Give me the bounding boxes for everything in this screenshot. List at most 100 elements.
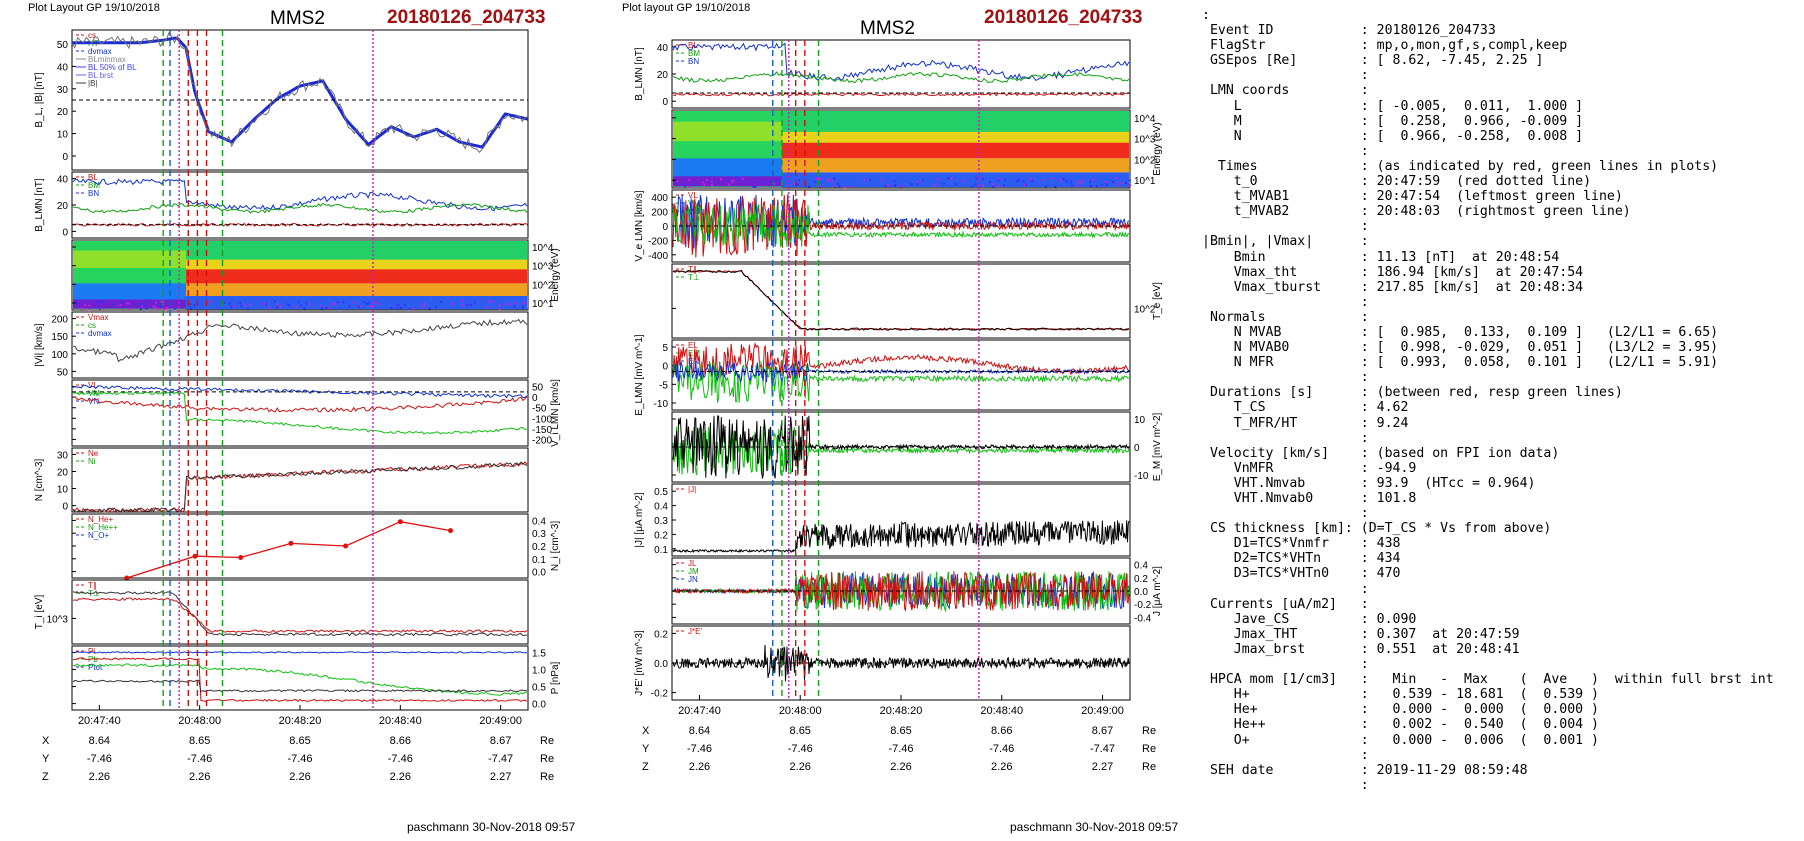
left-heatmap-speckle [334, 302, 337, 305]
left-heatmap-speckle [240, 305, 243, 307]
mid-heatmap-speckle [754, 185, 757, 188]
mid-series-line [672, 415, 1130, 479]
mid-heatmap-speckle [1125, 182, 1127, 185]
mid-heatmap-speckle [701, 181, 704, 184]
left-ephem-value: -7.46 [187, 753, 212, 765]
left-heatmap-speckle [159, 304, 162, 307]
left-series-line [72, 391, 528, 435]
info-line: Times : (as indicated by red, green line… [1202, 158, 1719, 174]
mid-panel-frame [671, 483, 1131, 557]
mid-heatmap-speckle [838, 185, 841, 188]
mid-heatmap-speckle [1016, 179, 1019, 182]
left-ytick-label: 40 [57, 62, 69, 73]
left-heatmap-speckle [331, 303, 334, 305]
mid-ytick-label: 10^4 [1134, 114, 1156, 125]
left-legend-entry: BN [88, 189, 99, 198]
mid-heatmap-speckle [1060, 179, 1062, 182]
mid-event-id: 20180126_204733 [984, 7, 1143, 28]
left-heatmap-speckle [461, 300, 464, 303]
left-heatmap-speckle [403, 303, 406, 306]
left-ytick-label: 30 [57, 450, 69, 461]
left-ytick-label: 20 [57, 107, 69, 118]
mid-heatmap-speckle [954, 183, 957, 185]
left-y-axis-label: B_L, |B| [nT] [34, 72, 45, 127]
left-legend-entry: Pb [88, 655, 98, 664]
left-heatmap-speckle [360, 305, 363, 308]
left-ytick-label: 0.1 [532, 555, 546, 566]
left-ephem-value: 8.65 [189, 735, 210, 747]
info-line: O+ : 0.000 - 0.006 ( 0.001 ) [1202, 732, 1599, 748]
left-hepp-line [126, 521, 451, 579]
mid-heatmap-speckle [732, 179, 735, 182]
mid-heatmap-speckle [817, 177, 820, 180]
mid-heatmap-speckle [982, 177, 985, 180]
mid-heatmap-speckle [1079, 182, 1082, 184]
mid-footer: paschmann 30-Nov-2018 09:57 [1010, 820, 1179, 834]
left-heatmap-speckle [487, 300, 490, 303]
mid-heatmap-speckle [735, 177, 738, 180]
left-ephem-value: -7.46 [287, 753, 312, 765]
info-line: T_MFR/HT : 9.24 [1202, 415, 1409, 431]
left-heatmap-speckle [160, 302, 163, 305]
mid-ytick-label: 0 [662, 222, 668, 233]
info-line: D3=TCS*VHTn0 : 470 [1202, 566, 1401, 582]
left-y-axis-label: Energy (eV) [550, 248, 561, 301]
left-xtick-label: 20:48:00 [178, 715, 221, 727]
left-ytick-label: 0.4 [532, 516, 546, 527]
mid-y-axis-label: B_LMN [nT] [634, 47, 645, 101]
left-heatmap-speckle [276, 306, 279, 309]
left-legend-entry: BL 50% of BL [88, 63, 137, 72]
mid-ytick-label: 10 [1134, 415, 1146, 426]
left-heatmap-speckle [288, 304, 291, 307]
left-heatmap-speckle [374, 301, 377, 304]
mid-heatmap-speckle [971, 186, 974, 189]
left-ephem-value: -7.47 [488, 753, 513, 765]
mid-heatmap-speckle [1081, 179, 1084, 182]
mid-heatmap-speckle [819, 185, 822, 188]
mid-heatmap-speckle [862, 178, 865, 181]
left-hepp-point [397, 519, 403, 525]
mid-heatmap-speckle [881, 179, 884, 182]
left-series-line [72, 597, 528, 634]
left-heatmap-speckle [424, 302, 426, 305]
left-y-axis-label: P [nPa] [550, 661, 561, 694]
left-ephem-value: 8.66 [390, 735, 411, 747]
left-xtick-label: 20:48:40 [379, 715, 422, 727]
mid-ephem-label: Z [642, 761, 649, 773]
left-heatmap-speckle [521, 303, 524, 305]
mid-legend-entry: T⊥ [688, 273, 700, 282]
mid-heatmap-speckle [1071, 184, 1074, 187]
mid-heatmap-post [781, 158, 1129, 173]
left-heatmap-speckle [244, 304, 247, 307]
left-heatmap-speckle [325, 307, 328, 309]
mid-ephem-value: -7.47 [1090, 743, 1115, 755]
left-panel-frame [71, 447, 529, 513]
left-heatmap-speckle [157, 308, 160, 310]
left-heatmap-speckle [363, 301, 366, 304]
left-ytick-label: 10^3 [532, 262, 554, 273]
left-heatmap-speckle [265, 303, 267, 306]
mid-ephem-value: -7.46 [989, 743, 1014, 755]
mid-heatmap-speckle [779, 180, 782, 183]
left-ytick-label: 10 [57, 130, 69, 141]
mid-xtick-label: 20:47:40 [678, 705, 721, 717]
left-ytick-label: 10^4 [532, 243, 554, 254]
left-ephem-unit: Re [540, 735, 554, 747]
left-ytick-label: 1.5 [532, 648, 546, 659]
left-heatmap-speckle [173, 308, 176, 311]
left-panel-frame [71, 171, 529, 239]
left-heatmap-speckle [412, 307, 415, 310]
mid-panel-frame [671, 263, 1131, 339]
mid-ytick-label: -10 [1134, 471, 1149, 482]
left-heatmap-speckle [451, 302, 453, 305]
mid-series-line [672, 341, 1130, 380]
left-ytick-label: 50 [57, 40, 69, 51]
mid-ephem-unit: Re [1142, 743, 1156, 755]
left-ytick-label: 10 [57, 485, 69, 496]
mid-heatmap-speckle [773, 182, 776, 185]
left-heatmap-speckle [299, 304, 302, 307]
mid-heatmap-speckle [688, 179, 691, 181]
left-ephem-value: -7.46 [87, 753, 112, 765]
mid-ytick-label: 0 [662, 97, 668, 108]
mid-heatmap-speckle [815, 177, 818, 180]
